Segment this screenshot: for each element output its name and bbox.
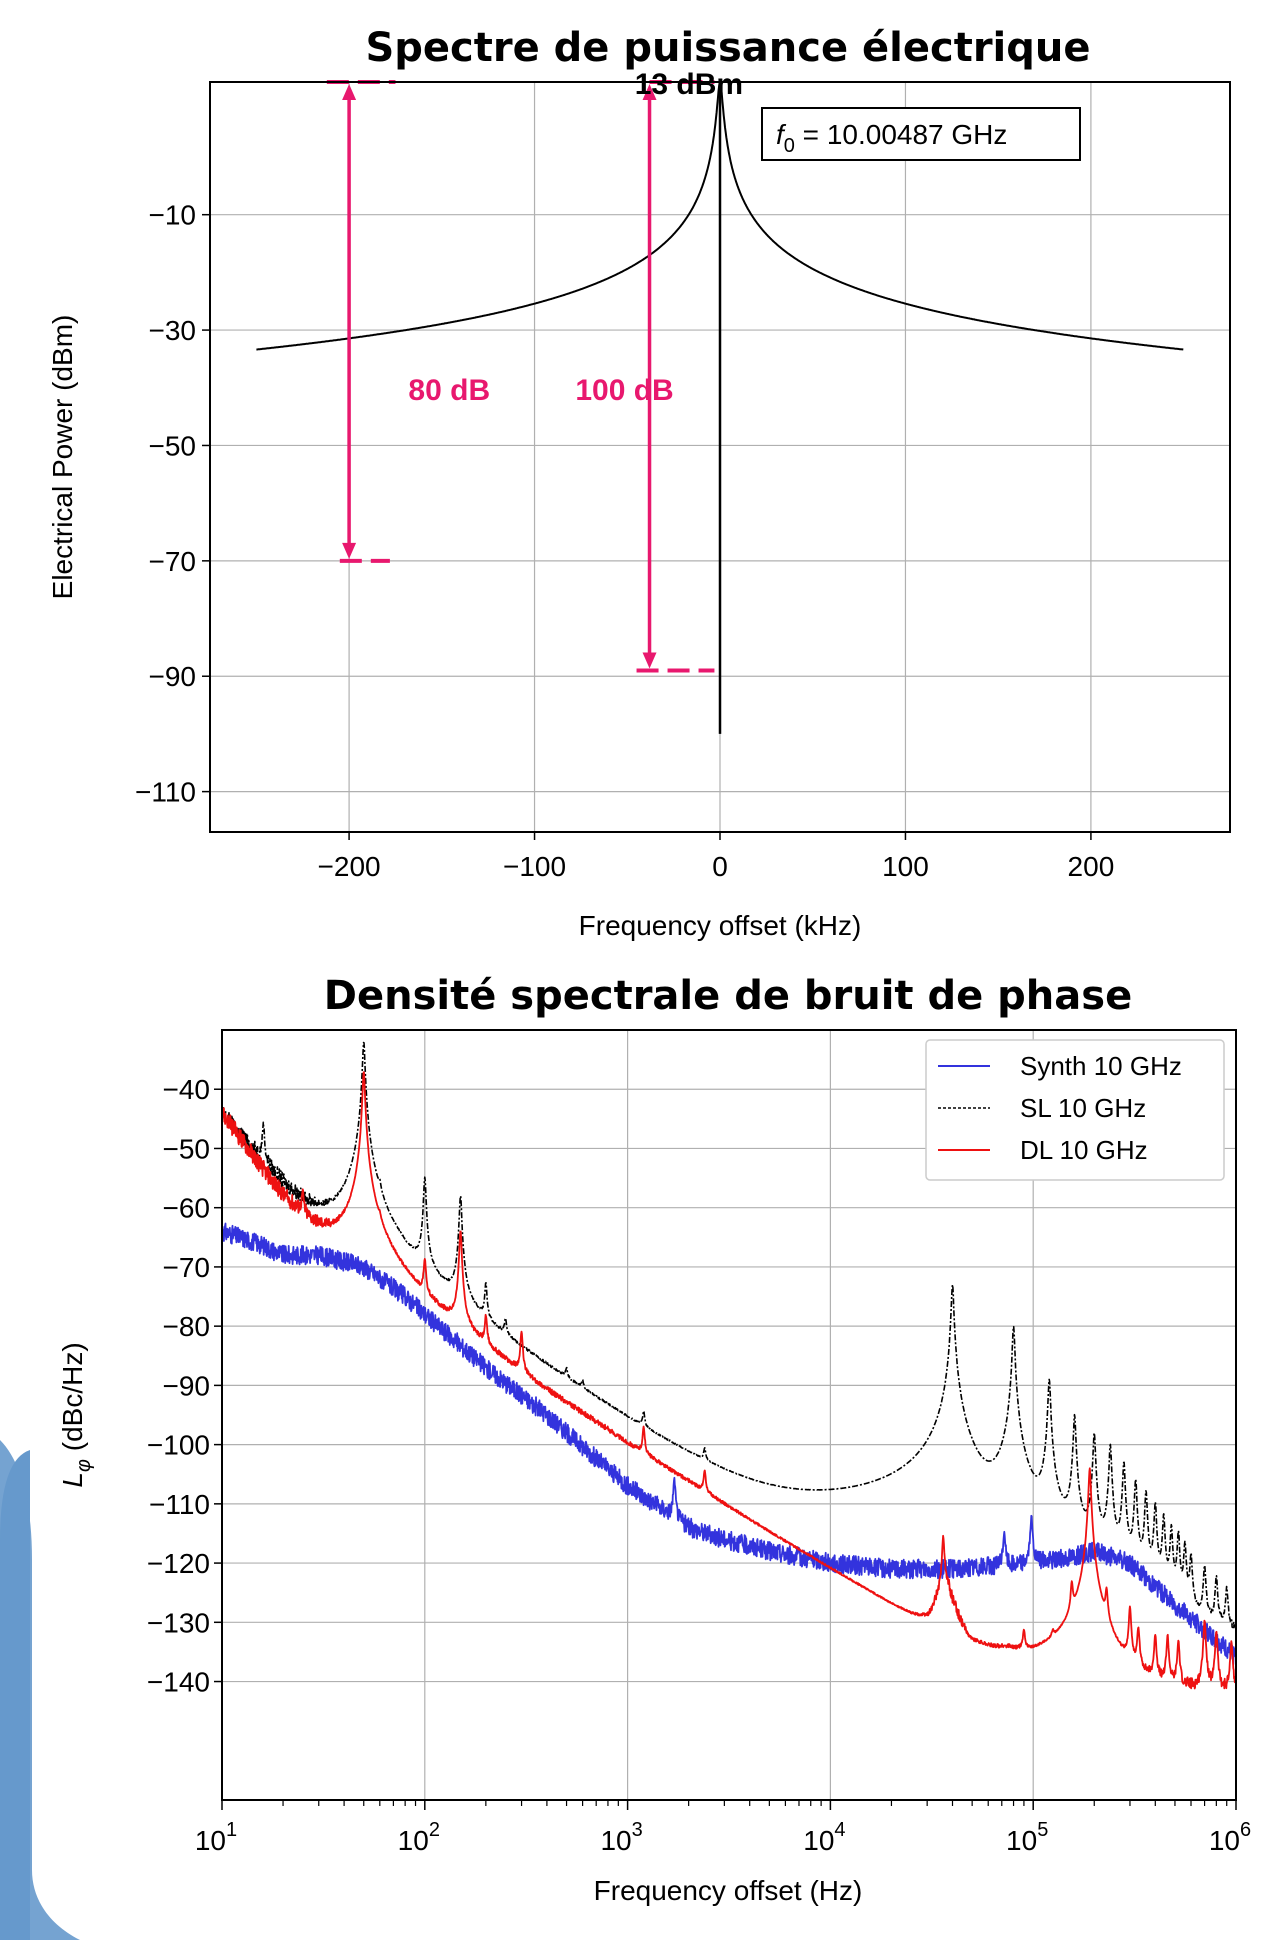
legend-sl: SL 10 GHz	[1020, 1093, 1146, 1123]
plot2-x-tick-label: 106	[1209, 1819, 1251, 1856]
plot2-y-tick-label: −130	[147, 1607, 210, 1638]
plot2-x-tick-label: 105	[1006, 1819, 1048, 1856]
arrow-head-down	[342, 542, 357, 559]
plot1-x-tick-label: −100	[503, 851, 566, 882]
plot2-y-tick-label: −120	[147, 1548, 210, 1579]
plot1-y-tick-label: −10	[149, 200, 197, 231]
plot1-x-axis-label: Frequency offset (kHz)	[579, 910, 862, 941]
plot2-x-tick-base: 10	[398, 1825, 429, 1856]
plot1-annotations: 13 dBm 80 dB 100 dB	[326, 68, 743, 673]
plot1-x-tick-label: −200	[318, 851, 381, 882]
plot2-x-tick-exp: 5	[1037, 1819, 1048, 1841]
plot1-annotation-label: 80 dB	[408, 374, 490, 407]
plot2-frame	[221, 1029, 1237, 1801]
plot2-x-tick-label: 103	[600, 1819, 642, 1856]
plot2-x-tick-base: 10	[803, 1825, 834, 1856]
plot2-x-ticks: 101 102 103 104 105 106	[195, 1800, 1251, 1856]
f0-info-box: f0 = 10.00487 GHz	[761, 107, 1081, 161]
arrow-head-up	[642, 84, 657, 100]
plot2-y-tick-label: −110	[149, 1489, 210, 1520]
legend-dl: DL 10 GHz	[1020, 1135, 1148, 1165]
plot2-x-tick-exp: 6	[1240, 1819, 1251, 1841]
dl-trace	[221, 1071, 1237, 1690]
plot2-x-axis-label: Frequency offset (Hz)	[594, 1875, 863, 1906]
plot2-y-tick-label: −100	[147, 1430, 210, 1461]
plot1-x-tick-label: 0	[712, 851, 728, 882]
plot2-y-axis-label: Lφ (dBc/Hz)	[57, 1342, 95, 1487]
plot2-y-unit: (dBc/Hz)	[57, 1342, 88, 1459]
plot1-x-tick-label: 200	[1068, 851, 1115, 882]
plot1-annotation-label: 100 dB	[575, 374, 673, 407]
plot1-y-tick-label: −90	[149, 661, 197, 692]
plot1-annotation-label: 13 dBm	[635, 68, 743, 101]
plot1-x-tick-label: 100	[882, 851, 929, 882]
plot2-y-tick-label: −50	[163, 1133, 211, 1164]
plot2-x-tick-exp: 4	[834, 1819, 845, 1841]
arrow-head-up	[342, 84, 357, 100]
arrow-head-down	[642, 652, 657, 669]
plot2-series	[221, 1041, 1237, 1690]
plot2-legend: Synth 10 GHz SL 10 GHz DL 10 GHz	[925, 1039, 1225, 1181]
plot1-x-ticks: −200 −100 0 100 200	[318, 832, 1115, 882]
plot2-x-tick-label: 102	[398, 1819, 440, 1856]
plot2-x-tick-exp: 2	[429, 1819, 440, 1841]
power-spectrum-plot: Spectre de puissance électrique 13 dBm 80…	[47, 25, 1231, 941]
side-panel-accent	[0, 1440, 80, 1940]
plot1-series	[256, 79, 1184, 734]
plot2-y-tick-label: −40	[163, 1074, 211, 1105]
plot2-y-tick-label: −140	[147, 1667, 210, 1698]
plot1-y-tick-label: −50	[149, 430, 197, 461]
sl-trace	[221, 1041, 1237, 1630]
plot2-x-tick-label: 101	[195, 1819, 237, 1856]
plot2-y-tick-label: −90	[163, 1370, 211, 1401]
plot2-x-tick-base: 10	[195, 1825, 226, 1856]
plot2-y-tick-label: −60	[163, 1193, 211, 1224]
plot1-y-axis-label: Electrical Power (dBm)	[47, 315, 78, 600]
f0-subscript: 0	[784, 135, 795, 157]
plot2-x-tick-base: 10	[1209, 1825, 1240, 1856]
plot1-y-tick-label: −30	[149, 315, 197, 346]
legend-synth: Synth 10 GHz	[1020, 1051, 1182, 1081]
plot1-y-tick-label: −70	[149, 546, 197, 577]
plot2-x-tick-exp: 1	[226, 1819, 237, 1841]
plot2-y-subscript: φ	[73, 1459, 95, 1472]
plot2-y-ticks: −40 −50 −60 −70 −80 −90 −100 −110 −120 −130 −140	[147, 1074, 222, 1698]
plot1-y-ticks: −10 −30 −50 −70 −90 −110	[135, 200, 210, 808]
synth-trace	[221, 1222, 1237, 1666]
plot2-x-tick-label: 104	[803, 1819, 845, 1856]
phase-noise-plot: Densité spectrale de bruit de phase 101 1…	[57, 973, 1251, 1906]
f0-value: = 10.00487 GHz	[795, 119, 1007, 150]
svg-text:f0 = 10.00487 GHz: f0 = 10.00487 GHz	[776, 119, 1007, 157]
plot2-x-tick-exp: 3	[632, 1819, 643, 1841]
plot1-title: Spectre de puissance électrique	[365, 25, 1090, 71]
plot1-y-tick-label: −110	[135, 777, 196, 808]
plot2-y-symbol: L	[57, 1472, 88, 1488]
plot2-title: Densité spectrale de bruit de phase	[324, 973, 1132, 1019]
plot2-x-tick-base: 10	[1006, 1825, 1037, 1856]
legend-frame	[925, 1039, 1225, 1181]
plot2-y-tick-label: −80	[163, 1311, 211, 1342]
plot2-y-tick-label: −70	[163, 1252, 211, 1283]
f0-symbol: f	[776, 119, 787, 150]
plot2-x-tick-base: 10	[600, 1825, 631, 1856]
